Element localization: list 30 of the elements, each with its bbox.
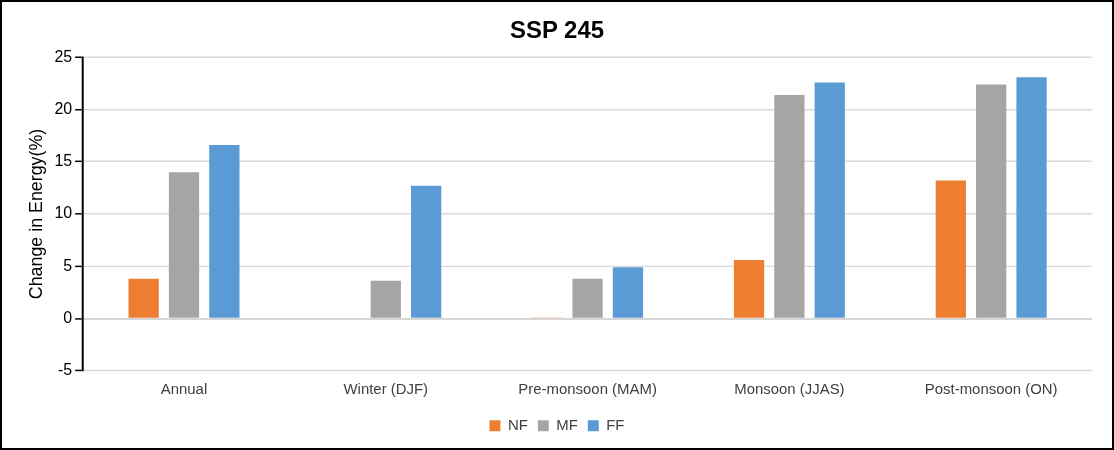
x-tick-label: Monsoon (JJAS) xyxy=(734,380,845,397)
bar xyxy=(1016,77,1047,318)
y-tick-label: 10 xyxy=(54,204,73,222)
y-tick-label: 0 xyxy=(63,308,73,326)
bar xyxy=(814,82,845,318)
x-tick-label: Post-monsoon (ON) xyxy=(924,380,1058,397)
bar xyxy=(976,84,1007,318)
y-tick-label: 20 xyxy=(54,99,73,117)
chart-title: SSP 245 xyxy=(510,15,604,43)
bar xyxy=(612,267,644,318)
bar xyxy=(733,259,765,318)
y-tick-label: 15 xyxy=(54,152,73,170)
bar xyxy=(370,280,401,318)
legend-label: MF xyxy=(556,416,578,433)
legend-label: FF xyxy=(606,416,625,433)
bar xyxy=(774,94,805,318)
bar xyxy=(209,145,240,318)
y-tick-label: 5 xyxy=(63,256,73,274)
bar xyxy=(935,180,966,318)
x-tick-label: Winter (DJF) xyxy=(343,380,429,397)
x-tick-label: Annual xyxy=(160,380,208,397)
legend-label: NF xyxy=(507,416,528,433)
bar xyxy=(411,185,442,318)
y-tick-label: -5 xyxy=(57,361,73,379)
bar xyxy=(572,278,603,318)
bar xyxy=(168,172,200,318)
y-tick-label: 25 xyxy=(54,47,73,65)
y-axis-title: Change in Energy(%) xyxy=(25,128,46,300)
x-tick-label: Pre-monsoon (MAM) xyxy=(518,380,657,397)
bar xyxy=(128,278,159,318)
